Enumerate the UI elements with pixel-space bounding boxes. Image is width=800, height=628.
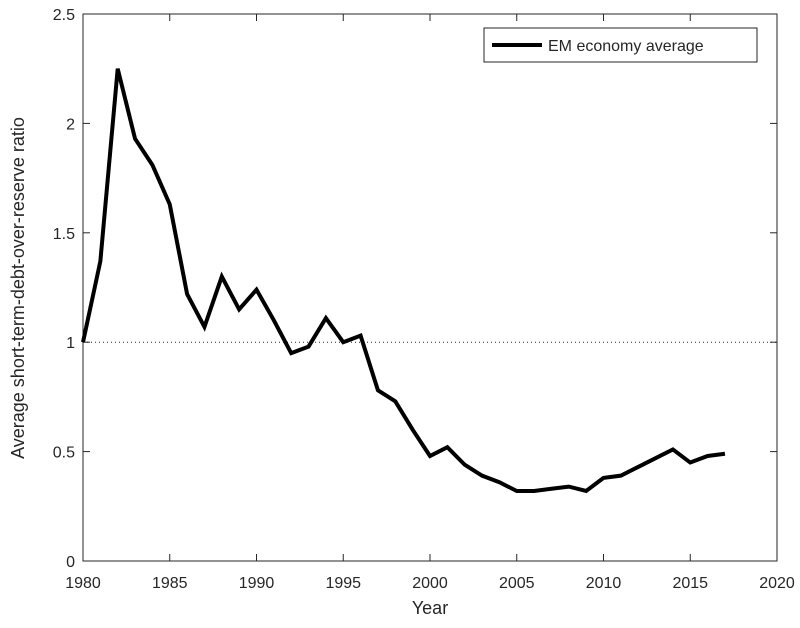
x-tick-label: 1980: [65, 575, 101, 592]
y-tick-label: 1: [66, 335, 75, 352]
y-tick-label: 1.5: [53, 226, 75, 243]
x-tick-label: 1990: [239, 575, 275, 592]
x-tick-label: 1995: [325, 575, 361, 592]
x-axis-label: Year: [412, 598, 448, 618]
y-tick-label: 0.5: [53, 445, 75, 462]
legend-label: EM economy average: [548, 38, 704, 55]
x-tick-label: 2000: [412, 575, 448, 592]
x-tick-label: 2010: [586, 575, 622, 592]
axes-box: [82, 13, 778, 562]
y-tick-label: 2.5: [53, 7, 75, 24]
y-tick-label: 2: [66, 116, 75, 133]
y-axis-label: Average short-term-debt-over-reserve rat…: [8, 117, 28, 459]
x-tick-label: 2015: [672, 575, 708, 592]
y-tick-label: 0: [66, 554, 75, 571]
x-tick-label: 2020: [759, 575, 795, 592]
data-line: [81, 68, 726, 494]
x-tick-label: 2005: [499, 575, 535, 592]
x-tick-label: 1985: [152, 575, 188, 592]
